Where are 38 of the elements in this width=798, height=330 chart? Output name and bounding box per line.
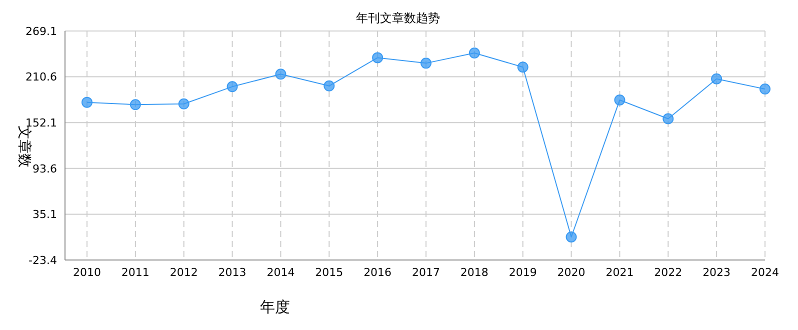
x-tick-label: 2013 bbox=[218, 266, 246, 279]
y-tick-label: 269.1 bbox=[26, 24, 57, 38]
x-tick-label: 2019 bbox=[508, 266, 537, 279]
x-tick-label: 2020 bbox=[557, 266, 586, 279]
x-tick-label: 2011 bbox=[121, 266, 150, 279]
y-tick-label: 210.6 bbox=[26, 70, 57, 84]
x-tick-label: 2023 bbox=[702, 266, 731, 279]
point bbox=[82, 96, 92, 108]
x-tick-label: 2021 bbox=[606, 266, 634, 279]
point bbox=[130, 99, 141, 110]
x-tick-label: 2014 bbox=[266, 266, 295, 279]
x-tick-label: 2012 bbox=[170, 266, 198, 279]
point bbox=[324, 80, 335, 92]
point bbox=[468, 48, 480, 58]
x-tick-label: 2018 bbox=[460, 266, 488, 279]
y-axis-title: 文章数 bbox=[16, 126, 32, 168]
point bbox=[662, 113, 674, 124]
point bbox=[614, 94, 626, 106]
x-tick-label: 2010 bbox=[73, 266, 101, 279]
x-tick-label: 2022 bbox=[654, 266, 682, 279]
point bbox=[226, 81, 238, 92]
x-tick-label: 2024 bbox=[751, 266, 779, 279]
y-tick-label: 35.1 bbox=[32, 208, 57, 222]
chart-title: 年刊文章数趋势 bbox=[356, 11, 440, 25]
point bbox=[420, 58, 432, 69]
y-tick-label: 93.6 bbox=[32, 162, 57, 176]
y-tick-label: -23.4 bbox=[28, 254, 57, 267]
point bbox=[275, 68, 286, 80]
point bbox=[711, 73, 722, 84]
x-axis-title: 年度 bbox=[260, 298, 290, 316]
point bbox=[372, 52, 384, 64]
point bbox=[760, 84, 770, 95]
point bbox=[566, 231, 577, 242]
x-tick-label: 2017 bbox=[412, 266, 440, 279]
point bbox=[178, 98, 190, 110]
x-tick-label: 2015 bbox=[315, 266, 344, 279]
point bbox=[517, 62, 528, 73]
x-tick-label: 2016 bbox=[364, 266, 392, 279]
